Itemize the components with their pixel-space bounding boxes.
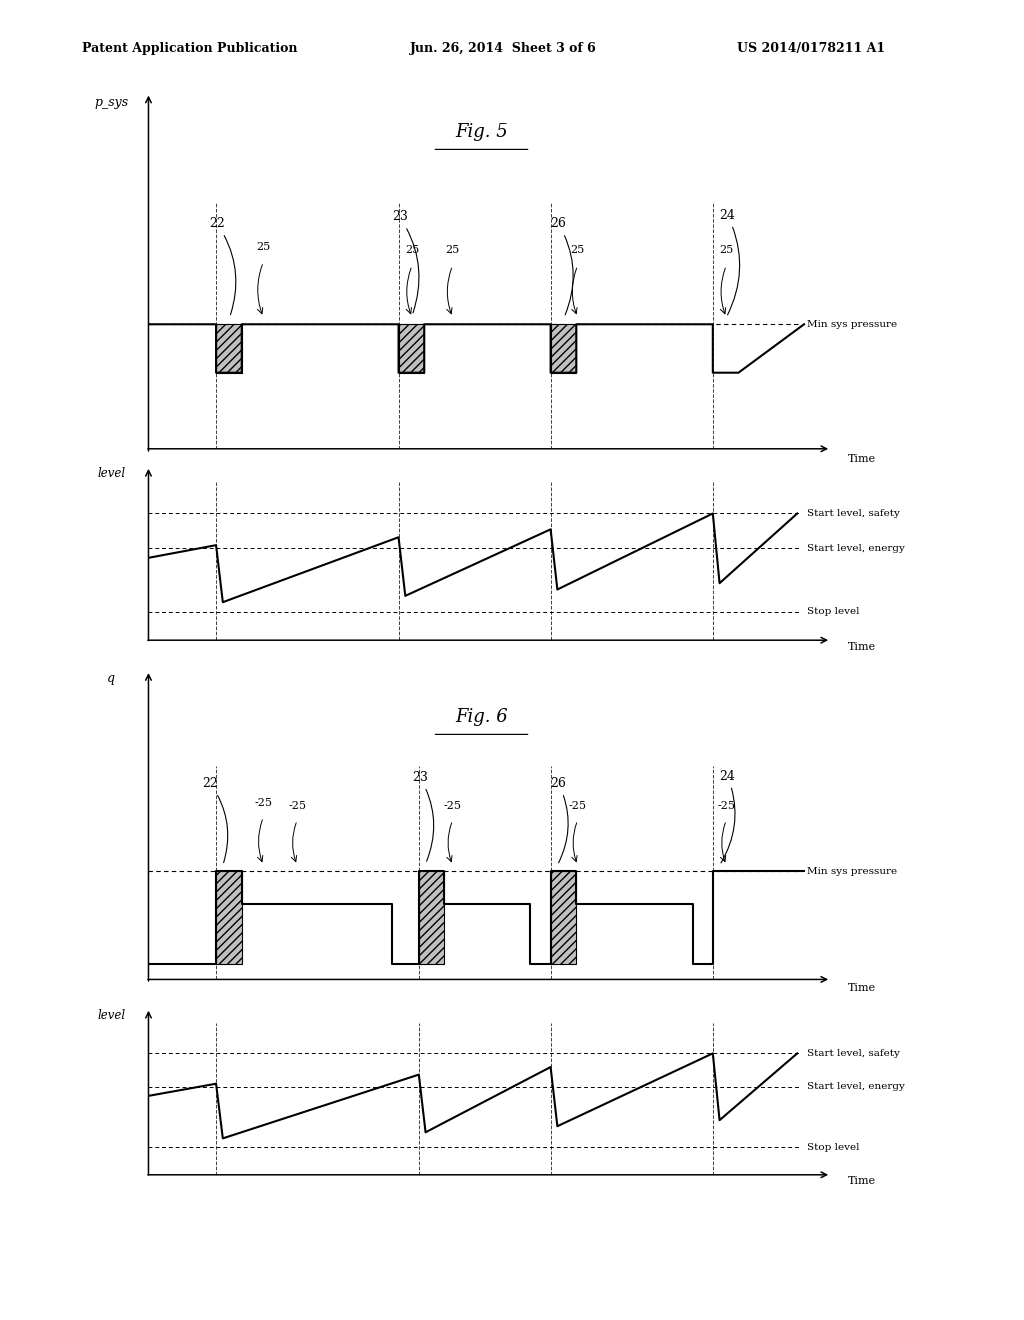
Text: -25: -25 (254, 799, 272, 808)
Text: Patent Application Publication: Patent Application Publication (82, 42, 297, 55)
Text: Stop level: Stop level (807, 607, 860, 616)
Text: -25: -25 (718, 801, 735, 812)
Text: 24: 24 (720, 209, 739, 315)
Text: Min sys pressure: Min sys pressure (807, 319, 898, 329)
Text: US 2014/0178211 A1: US 2014/0178211 A1 (737, 42, 886, 55)
Bar (398, 325, 424, 372)
Text: -25: -25 (288, 801, 306, 812)
Bar (551, 325, 577, 372)
Text: Time: Time (848, 983, 877, 993)
Text: 25: 25 (570, 246, 585, 255)
Text: level: level (97, 467, 125, 480)
Text: Time: Time (848, 1176, 877, 1185)
Text: 25: 25 (719, 246, 733, 255)
Text: Start level, safety: Start level, safety (807, 510, 900, 517)
Text: 22: 22 (209, 218, 236, 314)
Text: -25: -25 (443, 801, 462, 812)
Bar (216, 871, 242, 965)
Text: Fig. 6: Fig. 6 (455, 708, 508, 726)
Bar (551, 871, 577, 965)
Text: Stop level: Stop level (807, 1143, 860, 1152)
Text: q: q (108, 672, 116, 685)
Text: Jun. 26, 2014  Sheet 3 of 6: Jun. 26, 2014 Sheet 3 of 6 (410, 42, 596, 55)
Bar (419, 871, 444, 965)
Text: Start level, energy: Start level, energy (807, 544, 905, 553)
Text: level: level (97, 1008, 125, 1022)
Text: p_sys: p_sys (94, 96, 128, 110)
Text: 23: 23 (392, 210, 419, 313)
Text: 24: 24 (720, 770, 735, 863)
Text: Start level, safety: Start level, safety (807, 1049, 900, 1057)
Text: 23: 23 (412, 771, 434, 861)
Text: 26: 26 (551, 218, 573, 314)
Text: Min sys pressure: Min sys pressure (807, 867, 898, 875)
Text: Time: Time (848, 642, 877, 652)
Text: -25: -25 (568, 801, 587, 812)
Text: Start level, energy: Start level, energy (807, 1082, 905, 1092)
Text: 25: 25 (256, 242, 270, 252)
Bar (216, 325, 242, 372)
Text: 25: 25 (404, 246, 419, 255)
Text: 26: 26 (551, 777, 568, 863)
Text: Fig. 5: Fig. 5 (455, 123, 508, 141)
Text: Time: Time (848, 454, 877, 463)
Text: 22: 22 (203, 777, 227, 863)
Text: 25: 25 (445, 246, 460, 255)
